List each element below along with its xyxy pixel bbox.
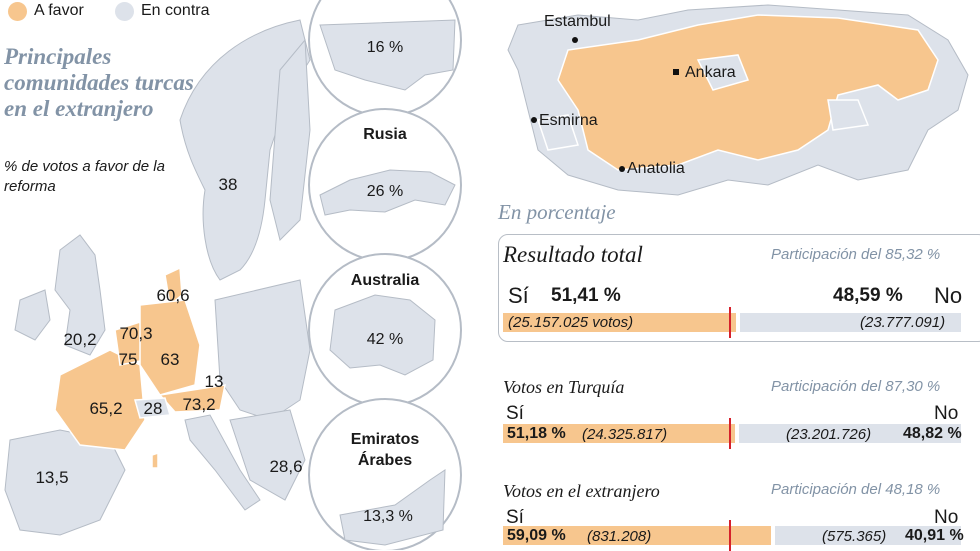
uk-shape	[54, 234, 106, 356]
total-si-pct: 51,41 %	[551, 285, 621, 306]
extranjero-title: Votos en el extranjero	[503, 481, 660, 501]
turquia-no-label: No	[934, 403, 959, 424]
map-value-sweden: 38	[218, 175, 238, 194]
australia-shape	[329, 294, 436, 376]
legend-favor-swatch	[8, 2, 27, 21]
city-estambul: Estambul	[544, 13, 611, 30]
turquia-si-label: Sí	[506, 403, 524, 424]
total-no-pct: 48,59 %	[833, 285, 903, 306]
total-si-label: Sí	[508, 283, 529, 308]
bubble-value-usa: 16 %	[366, 39, 404, 56]
switzerland-shape	[134, 397, 171, 419]
extranjero-no-label: No	[934, 507, 959, 528]
denmark-shape	[164, 266, 183, 307]
city-esmirna: Esmirna	[539, 112, 598, 129]
extranjero-no-pct: 40,91 %	[905, 527, 964, 544]
map-value-france: 65,2	[89, 399, 123, 418]
total-no-label: No	[934, 283, 963, 308]
finland-shape	[269, 38, 311, 241]
map-value-belgium: 75	[118, 350, 138, 369]
map-value-germany: 63	[160, 350, 180, 369]
city-ankara: Ankara	[685, 64, 736, 81]
turquia-no-pct: 48,82 %	[903, 425, 962, 442]
austria-shape	[158, 384, 226, 413]
total-si-bar	[503, 313, 736, 332]
turquia-no-bar	[739, 424, 961, 443]
bubble-value-australia: 42 %	[366, 331, 404, 348]
uae-shape	[339, 469, 446, 546]
russia-shape	[319, 169, 456, 216]
extranjero-si-votes: (831.208)	[587, 528, 652, 545]
germany-shape	[139, 299, 201, 396]
extranjero-si-bar	[503, 526, 771, 545]
total-no-bar	[740, 313, 961, 332]
turquia-no-votes: (23.201.726)	[786, 426, 872, 443]
turquia-participation: Participación del 87,30 %	[771, 378, 941, 395]
map-value-spain: 13,5	[35, 468, 69, 487]
bubble-value-emiratos: 13,3 %	[363, 508, 413, 525]
extranjero-no-votes: (575.365)	[822, 528, 887, 545]
map-value-netherlands: 70,3	[119, 324, 153, 343]
total-result-box	[498, 234, 980, 342]
bubble-title-australia: Australia	[350, 272, 420, 289]
usa-shape	[319, 19, 456, 91]
map-value-uk: 20,2	[63, 330, 97, 349]
map-value-poland: 13	[204, 372, 224, 391]
legend-favor-label: A favor	[34, 2, 84, 19]
total-participation: Participación del 85,32 %	[771, 246, 941, 263]
balkans-shape	[229, 409, 306, 501]
bubble-value-rusia: 26 %	[366, 183, 404, 200]
turquia-si-pct: 51,18 %	[507, 425, 566, 442]
europe-map	[4, 19, 311, 536]
extranjero-participation: Participación del 48,18 %	[771, 481, 941, 498]
scandinavia-shape	[179, 19, 311, 281]
legend-contra-swatch	[115, 2, 134, 21]
city-anatolia: Anatolia	[627, 160, 685, 177]
extranjero-no-bar	[775, 526, 961, 545]
turquia-title: Votos en Turquía	[503, 377, 625, 397]
extranjero-si-pct: 59,09 %	[507, 527, 566, 544]
turquia-half-marker	[729, 418, 731, 449]
total-si-votes: (25.157.025 votos)	[508, 314, 634, 331]
bubble-title-rusia: Rusia	[363, 126, 407, 143]
france-shape	[54, 349, 146, 451]
total-half-marker	[729, 307, 731, 338]
total-no-votes: (23.777.091)	[860, 314, 946, 331]
page-title: Principales comunidades turcas en el ext…	[4, 44, 194, 121]
page-subtitle: % de votos a favor de la reforma	[4, 158, 165, 195]
legend-contra-label: En contra	[141, 2, 210, 19]
italy-shape	[184, 414, 261, 511]
extranjero-si-label: Sí	[506, 507, 524, 528]
total-title: Resultado total	[503, 242, 643, 267]
map-value-denmark: 60,6	[156, 286, 190, 305]
map-value-switzerland: 28	[143, 399, 163, 418]
bubble-title-emiratos: Emiratos Árabes	[350, 431, 420, 469]
ireland-shape	[14, 289, 51, 341]
turquia-si-votes: (24.325.817)	[582, 426, 668, 443]
section-title: En porcentaje	[498, 200, 616, 224]
turquia-si-bar	[503, 424, 735, 443]
corsica-shape	[151, 451, 159, 469]
map-value-austria: 73,2	[182, 395, 216, 414]
map-value-greece: 28,6	[269, 457, 303, 476]
bubbles-layer	[308, 0, 462, 550]
turkey-map	[507, 4, 969, 196]
extranjero-half-marker	[729, 520, 731, 551]
